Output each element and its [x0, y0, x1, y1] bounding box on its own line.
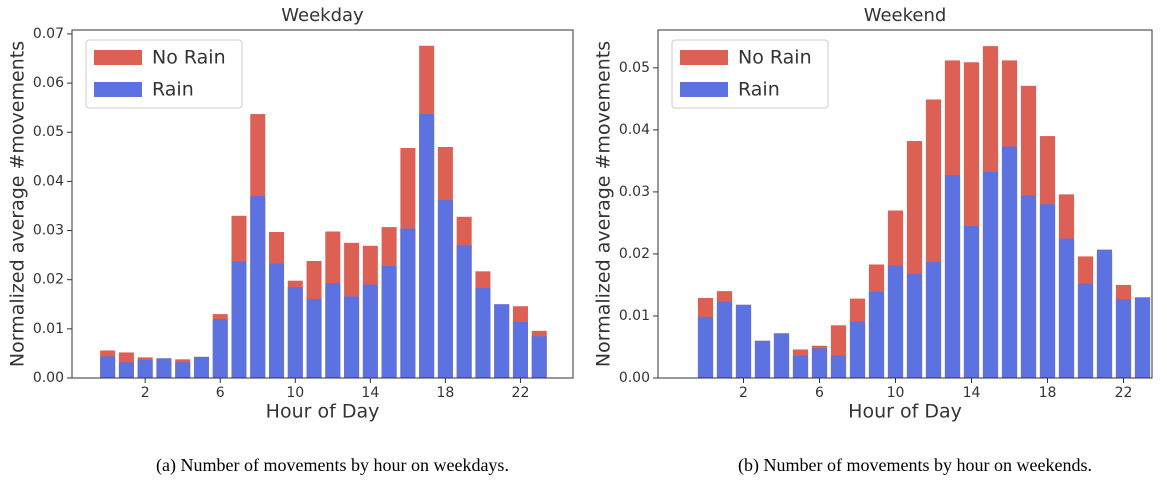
caption: (b) Number of movements by hour on weeke… — [738, 455, 1092, 476]
y-tick-label: 0.02 — [33, 272, 64, 288]
bar — [906, 273, 923, 378]
legend-swatch — [680, 50, 728, 65]
x-tick-label: 18 — [1039, 385, 1057, 401]
y-axis-label: Normalized average #movements — [593, 41, 615, 367]
caption: (a) Number of movements by hour on weekd… — [156, 455, 509, 476]
bar — [381, 265, 397, 378]
bar — [531, 336, 547, 378]
plot-frame — [71, 29, 574, 379]
bar — [1039, 204, 1056, 378]
bar — [925, 262, 942, 378]
legend-label: Rain — [152, 79, 194, 101]
y-tick-label: 0.02 — [619, 246, 650, 262]
bar — [830, 355, 847, 378]
bar — [792, 355, 809, 378]
bar — [118, 362, 134, 378]
x-tick-label: 14 — [963, 385, 981, 401]
bar — [156, 358, 172, 378]
x-tick-label: 10 — [887, 385, 905, 401]
x-tick-label: 22 — [512, 385, 530, 401]
bar — [231, 261, 247, 378]
bar — [1077, 283, 1094, 378]
bar — [137, 359, 153, 378]
bar — [212, 319, 228, 378]
bar — [887, 265, 904, 378]
x-axis-label: Hour of Day — [266, 401, 380, 423]
x-tick-label: 2 — [141, 385, 150, 401]
x-tick-label: 2 — [739, 385, 748, 401]
bar — [716, 301, 733, 378]
bar — [100, 356, 116, 378]
legend-label: No Rain — [738, 47, 812, 69]
y-tick-label: 0.01 — [33, 321, 64, 337]
bar — [494, 304, 510, 378]
y-tick-label: 0.04 — [619, 122, 650, 138]
bar — [175, 362, 191, 378]
bar — [437, 200, 453, 378]
y-tick-label: 0.04 — [33, 173, 64, 189]
x-axis-label: Hour of Day — [848, 401, 962, 423]
y-tick-label: 0.03 — [33, 223, 64, 239]
bar — [1096, 249, 1113, 378]
bar — [1001, 146, 1018, 378]
legend-swatch — [680, 82, 728, 97]
bar — [456, 245, 472, 378]
bar — [963, 226, 980, 378]
x-tick-label: 22 — [1115, 385, 1133, 401]
y-tick-label: 0.01 — [619, 308, 650, 324]
y-tick-label: 0.05 — [33, 124, 64, 140]
chart-title: Weekday — [281, 5, 364, 26]
bar — [697, 317, 714, 378]
bar — [1115, 299, 1132, 378]
bar — [362, 284, 378, 378]
bar — [868, 291, 885, 378]
bar — [735, 304, 752, 378]
bar — [773, 333, 790, 378]
y-axis-label: Normalized average #movements — [7, 41, 29, 367]
bar — [1058, 238, 1075, 378]
bar — [475, 288, 491, 378]
y-tick-label: 0.05 — [619, 60, 650, 76]
legend-label: Rain — [738, 79, 780, 101]
bar — [1020, 195, 1037, 378]
legend-swatch — [94, 82, 142, 97]
bar — [400, 228, 416, 378]
y-tick-label: 0.06 — [33, 75, 64, 91]
bar — [849, 321, 866, 378]
bar — [306, 298, 322, 378]
bar — [287, 287, 303, 378]
x-tick-label: 6 — [815, 385, 824, 401]
x-tick-label: 14 — [361, 385, 379, 401]
bar — [1134, 297, 1151, 378]
y-tick-label: 0.00 — [33, 370, 64, 386]
bar — [250, 196, 266, 378]
legend-swatch — [94, 50, 142, 65]
bar — [811, 348, 828, 378]
bar — [982, 172, 999, 378]
x-tick-label: 18 — [436, 385, 454, 401]
legend-label: No Rain — [152, 47, 226, 69]
x-tick-label: 6 — [216, 385, 225, 401]
bar — [512, 321, 528, 378]
bar — [269, 263, 285, 378]
x-tick-label: 10 — [286, 385, 304, 401]
y-tick-label: 0.07 — [33, 26, 64, 42]
bar — [344, 296, 360, 378]
bar — [325, 283, 341, 378]
bar — [944, 175, 961, 378]
bar — [193, 356, 209, 378]
y-tick-label: 0.03 — [619, 184, 650, 200]
bar — [419, 114, 435, 379]
y-tick-label: 0.00 — [619, 370, 650, 386]
chart-title: Weekend — [864, 5, 947, 26]
plot-frame — [657, 29, 1153, 379]
bar — [754, 340, 771, 378]
